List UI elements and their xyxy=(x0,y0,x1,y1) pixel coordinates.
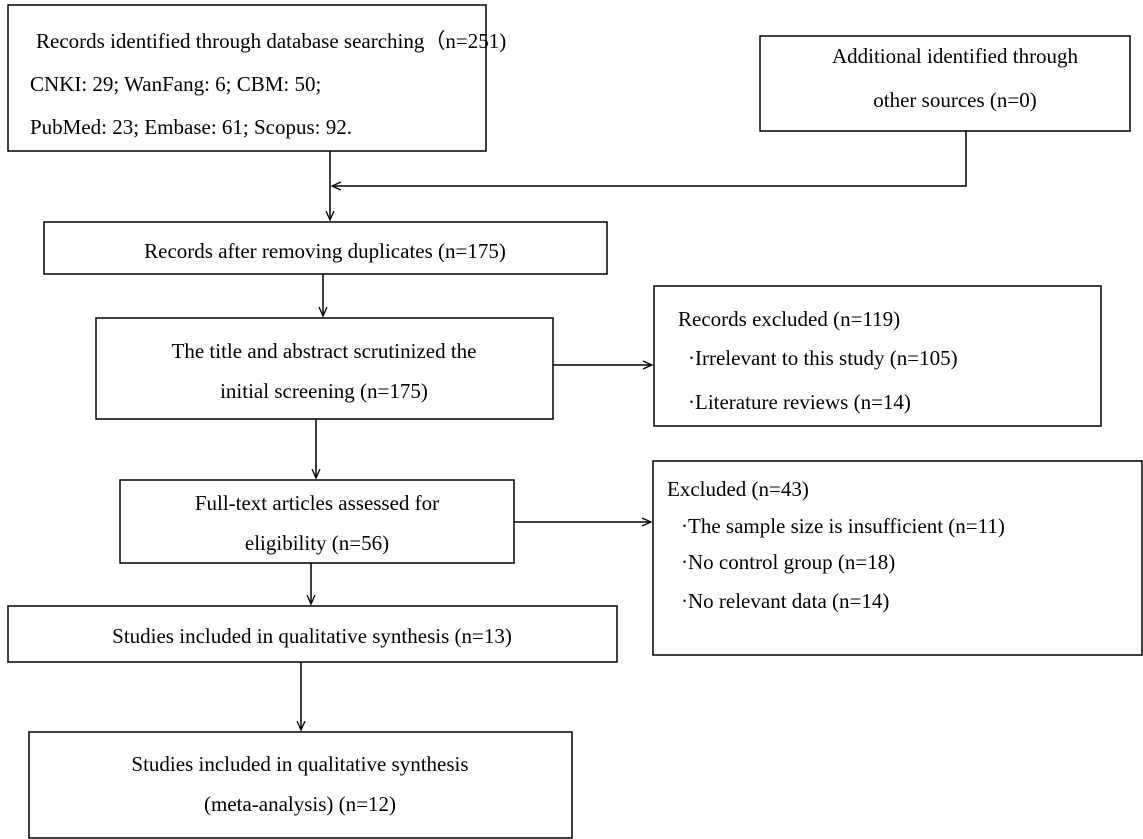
box xyxy=(7,4,487,152)
box xyxy=(759,35,1131,132)
box xyxy=(28,731,573,839)
box-text: ·No control group (n=18) xyxy=(681,550,895,574)
box xyxy=(7,605,618,663)
arrow xyxy=(332,131,967,186)
box-text: CNKI: 29; WanFang: 6; CBM: 50; xyxy=(30,72,321,96)
box-text: ·Literature reviews (n=14) xyxy=(688,390,911,414)
box-text: Additional identified through xyxy=(832,44,1079,68)
box-text: Excluded (n=43) xyxy=(667,477,809,501)
box xyxy=(652,460,1143,656)
box xyxy=(119,479,515,564)
box-text: Records excluded (n=119) xyxy=(678,307,900,331)
box-text: (meta-analysis) (n=12) xyxy=(204,792,396,816)
box-text: other sources (n=0) xyxy=(873,88,1036,112)
box-text: eligibility (n=56) xyxy=(245,531,389,555)
box-text: ·No relevant data (n=14) xyxy=(681,589,889,613)
box-text: Studies included in qualitative synthesi… xyxy=(112,624,512,648)
box-text: Records after removing duplicates (n=175… xyxy=(144,239,506,263)
box-text: initial screening (n=175) xyxy=(220,379,428,403)
box-text: Records identified through database sear… xyxy=(36,29,506,53)
box-text: ·The sample size is insufficient (n=11) xyxy=(681,514,1005,538)
box xyxy=(43,221,608,275)
box-text: The title and abstract scrutinized the xyxy=(172,339,477,363)
box-text: Studies included in qualitative synthesi… xyxy=(131,752,468,776)
box xyxy=(653,285,1102,427)
box-text: PubMed: 23; Embase: 61; Scopus: 92. xyxy=(30,115,352,139)
box-text: Full-text articles assessed for xyxy=(195,491,439,515)
box-text: ·Irrelevant to this study (n=105) xyxy=(688,346,958,370)
box xyxy=(95,317,554,420)
